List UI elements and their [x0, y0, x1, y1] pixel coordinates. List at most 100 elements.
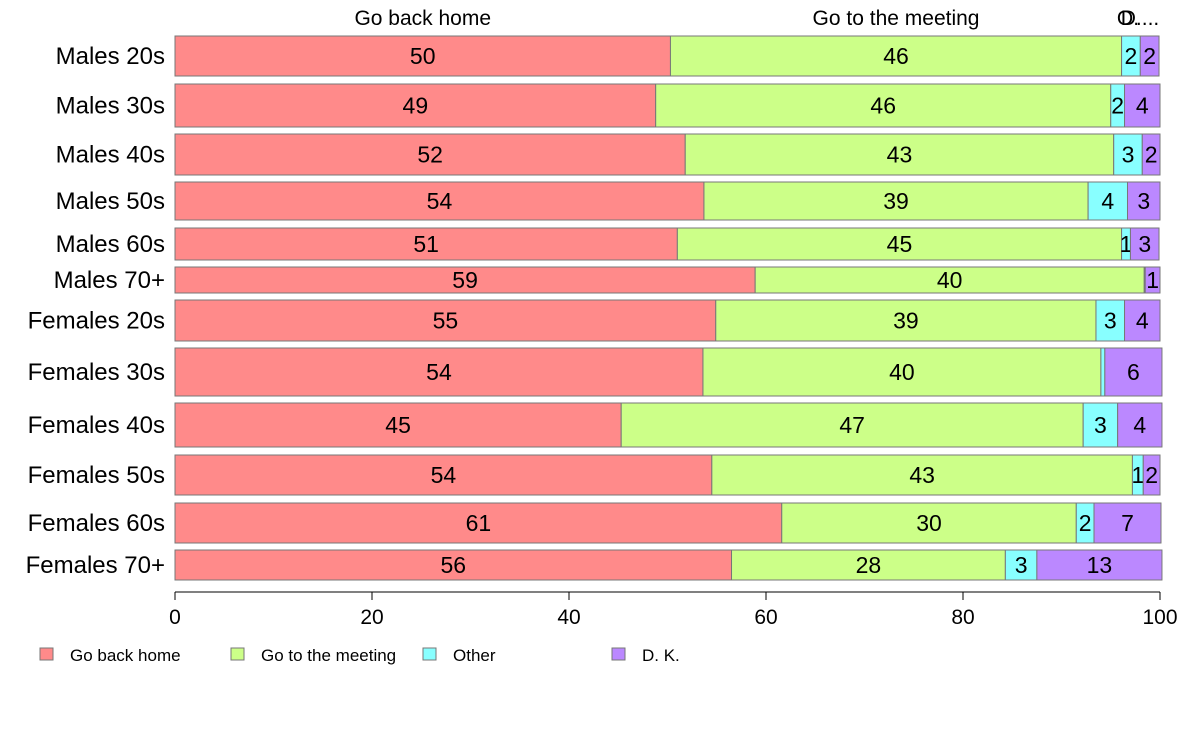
segment-value-label: 46: [883, 43, 909, 69]
segment-value-label: 51: [413, 231, 439, 257]
segment-value-label: 52: [417, 142, 443, 168]
bar-segment: [174, 83, 657, 128]
segment-value-label: 3: [1138, 231, 1151, 257]
bar-segment: [1142, 454, 1161, 496]
x-tick-label: 60: [754, 606, 777, 629]
segment-value-label: 28: [856, 552, 882, 578]
segment-value-label: 54: [431, 462, 457, 488]
bar-segment: [1124, 83, 1161, 128]
category-label: Males 70+: [54, 267, 165, 294]
segment-value-label: 39: [883, 188, 909, 214]
column-header: O.: [1117, 7, 1139, 30]
segment-value-label: 6: [1127, 359, 1140, 385]
legend-label: Go back home: [70, 646, 181, 665]
segment-value-label: 2: [1111, 93, 1124, 119]
legend-label: Other: [453, 646, 496, 665]
segment-value-label: 40: [937, 267, 963, 293]
column-header: Go to the meeting: [813, 7, 980, 30]
bar-segment: [1129, 227, 1160, 261]
bar-segment: [174, 299, 717, 342]
segment-value-label: 3: [1094, 412, 1107, 438]
segment-value-label: 50: [410, 43, 436, 69]
category-label: Females 30s: [28, 359, 165, 386]
segment-value-label: 4: [1133, 412, 1146, 438]
segment-value-label: 43: [887, 142, 913, 168]
x-tick-label: 100: [1142, 606, 1177, 629]
segment-value-label: 2: [1143, 43, 1156, 69]
category-label: Males 60s: [56, 231, 165, 258]
segment-value-label: 3: [1122, 142, 1135, 168]
segment-value-label: 2: [1079, 510, 1092, 536]
segment-value-label: 4: [1101, 188, 1114, 214]
bar-segment: [174, 454, 713, 496]
bar-segment: [174, 181, 705, 221]
bar-segment: [1113, 133, 1143, 176]
segment-value-label: 45: [385, 412, 411, 438]
segment-value-label: 55: [433, 308, 459, 334]
bar-segment: [174, 133, 686, 176]
bar-segment: [669, 35, 1123, 77]
bar-segment: [1087, 181, 1128, 221]
category-label: Males 20s: [56, 43, 165, 70]
bar-segment: [1093, 502, 1162, 544]
bar-segment: [174, 549, 733, 581]
segment-value-label: 4: [1136, 93, 1149, 119]
legend-swatch: [422, 647, 437, 661]
bar-segment: [655, 83, 1112, 128]
segment-value-label: 49: [403, 93, 429, 119]
bar-segment: [702, 347, 1102, 397]
bar-segment: [1124, 299, 1161, 342]
segment-value-label: 7: [1121, 510, 1134, 536]
bar-segment: [711, 454, 1133, 496]
bar-segment: [684, 133, 1115, 176]
segment-value-label: 2: [1145, 462, 1158, 488]
bar-segment: [1126, 181, 1161, 221]
segment-value-label: 4: [1136, 308, 1149, 334]
category-label: Males 30s: [56, 93, 165, 120]
bar-segment: [1100, 347, 1106, 397]
segment-value-label: 3: [1015, 552, 1028, 578]
segment-value-label: 39: [893, 308, 919, 334]
segment-value-label: 61: [466, 510, 492, 536]
bar-segment: [1117, 402, 1163, 448]
segment-value-label: 54: [426, 359, 452, 385]
category-label: Females 40s: [28, 412, 165, 439]
bar-segment: [1104, 347, 1163, 397]
category-label: Males 50s: [56, 188, 165, 215]
x-tick-label: 20: [360, 606, 383, 629]
bar-segment: [676, 227, 1123, 261]
segment-value-label: 2: [1145, 142, 1158, 168]
segment-value-label: 2: [1125, 43, 1138, 69]
bar-segment: [1095, 299, 1126, 342]
segment-value-label: 59: [452, 267, 478, 293]
bar-segment: [174, 502, 783, 544]
bar-segment: [1144, 266, 1161, 294]
segment-value-label: 3: [1104, 308, 1117, 334]
segment-value-label: 1: [1146, 267, 1159, 293]
x-tick-label: 80: [951, 606, 974, 629]
category-label: Females 20s: [28, 308, 165, 335]
category-label: Males 40s: [56, 142, 165, 169]
segment-value-label: 45: [887, 231, 913, 257]
category-label: Females 60s: [28, 510, 165, 537]
segment-value-label: 13: [1087, 552, 1113, 578]
legend-label: Go to the meeting: [261, 646, 396, 665]
bar-segment: [1036, 549, 1163, 581]
segment-value-label: 47: [839, 412, 865, 438]
x-tick-label: 40: [557, 606, 580, 629]
segment-value-label: 43: [909, 462, 935, 488]
legend-swatch: [230, 647, 245, 661]
legend-swatch: [611, 647, 626, 661]
segment-value-label: 54: [427, 188, 453, 214]
legend-swatch: [39, 647, 54, 661]
segment-value-label: 30: [916, 510, 942, 536]
bar-segment: [174, 227, 678, 261]
segment-value-label: 46: [870, 93, 896, 119]
bar-segment: [1139, 35, 1160, 77]
column-header: Go back home: [354, 7, 491, 30]
column-header: D....: [1121, 7, 1160, 30]
category-label: Females 70+: [26, 552, 165, 579]
x-tick-label: 0: [169, 606, 181, 629]
segment-value-label: 56: [440, 552, 466, 578]
segment-value-label: 1: [1131, 462, 1144, 488]
